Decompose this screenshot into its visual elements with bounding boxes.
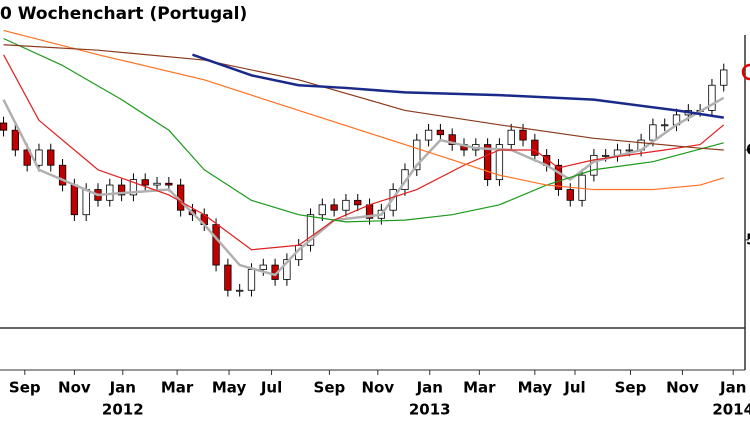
price-marker: [741, 63, 750, 81]
candle-body: [212, 224, 220, 266]
candle-body: [35, 149, 43, 166]
x-tick-label: Jan: [416, 379, 443, 397]
candle-body: [590, 154, 598, 176]
x-tick-label: May: [518, 379, 553, 397]
candle-body: [354, 199, 362, 206]
candle-body: [531, 139, 539, 156]
x-tick-label: Jul: [260, 379, 282, 397]
candle-body: [330, 204, 338, 211]
x-tick-label: Sep: [314, 379, 346, 397]
x-tick-label: Jul: [563, 379, 585, 397]
moving-average: [3, 29, 724, 191]
candle-body: [708, 84, 716, 111]
x-tick-label: Jan: [719, 379, 746, 397]
x-tick-label: Sep: [615, 379, 647, 397]
x-tick-label: Nov: [361, 379, 394, 397]
candle-body: [129, 179, 138, 196]
candle-body: [70, 184, 79, 216]
moving-average: [3, 44, 724, 151]
x-tick-label: Sep: [9, 379, 41, 397]
candle-body: [413, 139, 421, 171]
chart-title: 0 Wochenchart (Portugal): [0, 4, 247, 24]
year-label: 2014: [712, 401, 750, 419]
candle-body: [259, 264, 267, 270]
candle-body: [661, 124, 669, 127]
moving-average: [2, 96, 725, 277]
candle-body: [58, 164, 67, 186]
x-tick-label: Nov: [58, 379, 91, 397]
moving-average: [3, 37, 724, 223]
candle-body: [483, 144, 492, 181]
y-tick-label: 6.000: [746, 140, 750, 158]
candle-body: [23, 149, 31, 166]
candle-body: [625, 149, 633, 152]
candle-body: [82, 189, 90, 216]
moving-average: [192, 53, 724, 119]
year-label: 2012: [102, 401, 144, 419]
candle-body: [424, 129, 433, 141]
candle-body: [236, 289, 244, 292]
candle-body: [11, 129, 19, 151]
candle-body: [306, 214, 315, 246]
candle-body: [247, 269, 256, 291]
candle-body: [448, 134, 456, 145]
candle-body: [165, 182, 173, 186]
moving-average: [3, 54, 725, 251]
candle-body: [566, 189, 574, 201]
candle-body: [318, 204, 326, 216]
candle-body: [117, 184, 126, 196]
candle-body: [0, 122, 8, 131]
year-label: 2013: [409, 401, 451, 419]
y-tick-label: 5.000: [746, 230, 750, 248]
candle-body: [342, 199, 350, 211]
candle-body: [436, 129, 445, 136]
candle-body: [47, 149, 55, 166]
candle-body: [153, 182, 161, 186]
candle-body: [519, 129, 527, 141]
candle-body: [283, 259, 291, 280]
x-tick-label: Jan: [109, 379, 136, 397]
candle-body: [141, 179, 149, 186]
candle-body: [495, 144, 504, 181]
x-tick-label: May: [212, 379, 247, 397]
x-tick-label: Mar: [463, 379, 496, 397]
candle-body: [224, 264, 232, 291]
candle-body: [720, 69, 728, 86]
candle-body: [602, 154, 610, 157]
x-tick-label: Nov: [666, 379, 699, 397]
candle-body: [554, 164, 563, 190]
candle-body: [507, 129, 515, 145]
candle-body: [649, 124, 657, 141]
x-tick-label: Mar: [161, 379, 194, 397]
